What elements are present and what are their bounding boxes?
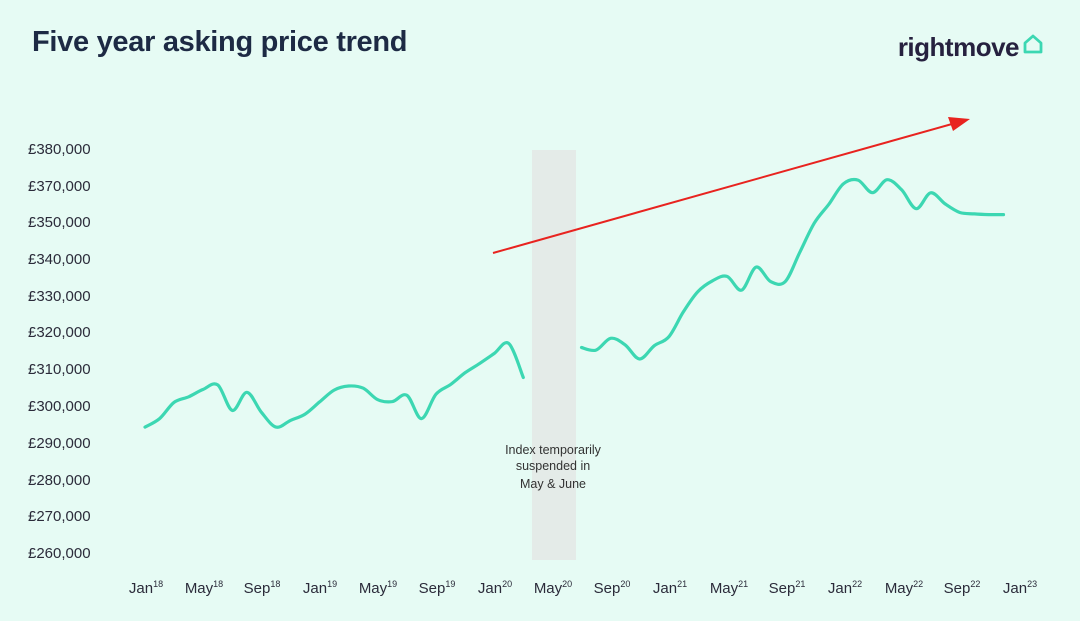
y-tick-label: £310,000 (28, 361, 91, 378)
x-tick-label: Sep22 (944, 579, 981, 597)
x-tick-label: Sep20 (594, 579, 631, 597)
brand-name: rightmove (897, 32, 1020, 62)
y-tick-label: £380,000 (28, 141, 91, 158)
price-line-pre-suspension (143, 341, 525, 429)
y-tick-label: £270,000 (28, 508, 91, 525)
y-tick-label: £280,000 (28, 472, 91, 489)
suspension-band (532, 150, 576, 560)
x-tick-label: Jan22 (828, 579, 862, 597)
x-tick-label: May19 (359, 579, 397, 597)
trend-arrow-shaft (492, 123, 953, 254)
x-tick-label: May18 (185, 579, 223, 597)
x-axis: Jan18 May18 Sep18 Jan19 May19 Sep19 Jan20 May20… (129, 579, 1037, 597)
y-tick-label: £260,000 (28, 545, 91, 562)
price-line-post-suspension (579, 177, 1006, 361)
x-tick-label: Sep19 (419, 579, 456, 597)
suspension-note-line-2: suspended in (516, 459, 590, 473)
brand-logo: rightmove (898, 32, 1044, 63)
x-tick-label: May20 (534, 579, 572, 597)
suspension-note-line-1: Index temporarily (505, 443, 602, 457)
x-tick-label: May21 (710, 579, 748, 597)
x-tick-label: Jan23 (1003, 579, 1037, 597)
y-axis: £380,000 £370,000 £350,000 £340,000 £330,000… (28, 141, 91, 562)
house-icon (1023, 34, 1043, 53)
y-tick-label: £330,000 (28, 288, 91, 305)
x-tick-label: Jan20 (478, 579, 512, 597)
x-tick-label: Sep18 (244, 579, 281, 597)
y-tick-label: £300,000 (28, 398, 91, 415)
y-tick-label: £350,000 (28, 214, 91, 231)
x-tick-label: May22 (885, 579, 923, 597)
x-tick-label: Jan19 (303, 579, 337, 597)
page-title: Five year asking price trend (32, 26, 408, 58)
x-tick-label: Jan18 (129, 579, 163, 597)
suspension-note-line-3: May & June (520, 477, 586, 491)
y-tick-label: £370,000 (28, 178, 91, 195)
y-tick-label: £320,000 (28, 324, 91, 341)
trend-arrow-head (948, 117, 970, 131)
y-tick-label: £290,000 (28, 435, 91, 452)
x-tick-label: Sep21 (769, 579, 806, 597)
y-tick-label: £340,000 (28, 251, 91, 268)
trend-arrow (492, 117, 970, 254)
price-series (143, 177, 1006, 429)
x-tick-label: Jan21 (653, 579, 687, 597)
